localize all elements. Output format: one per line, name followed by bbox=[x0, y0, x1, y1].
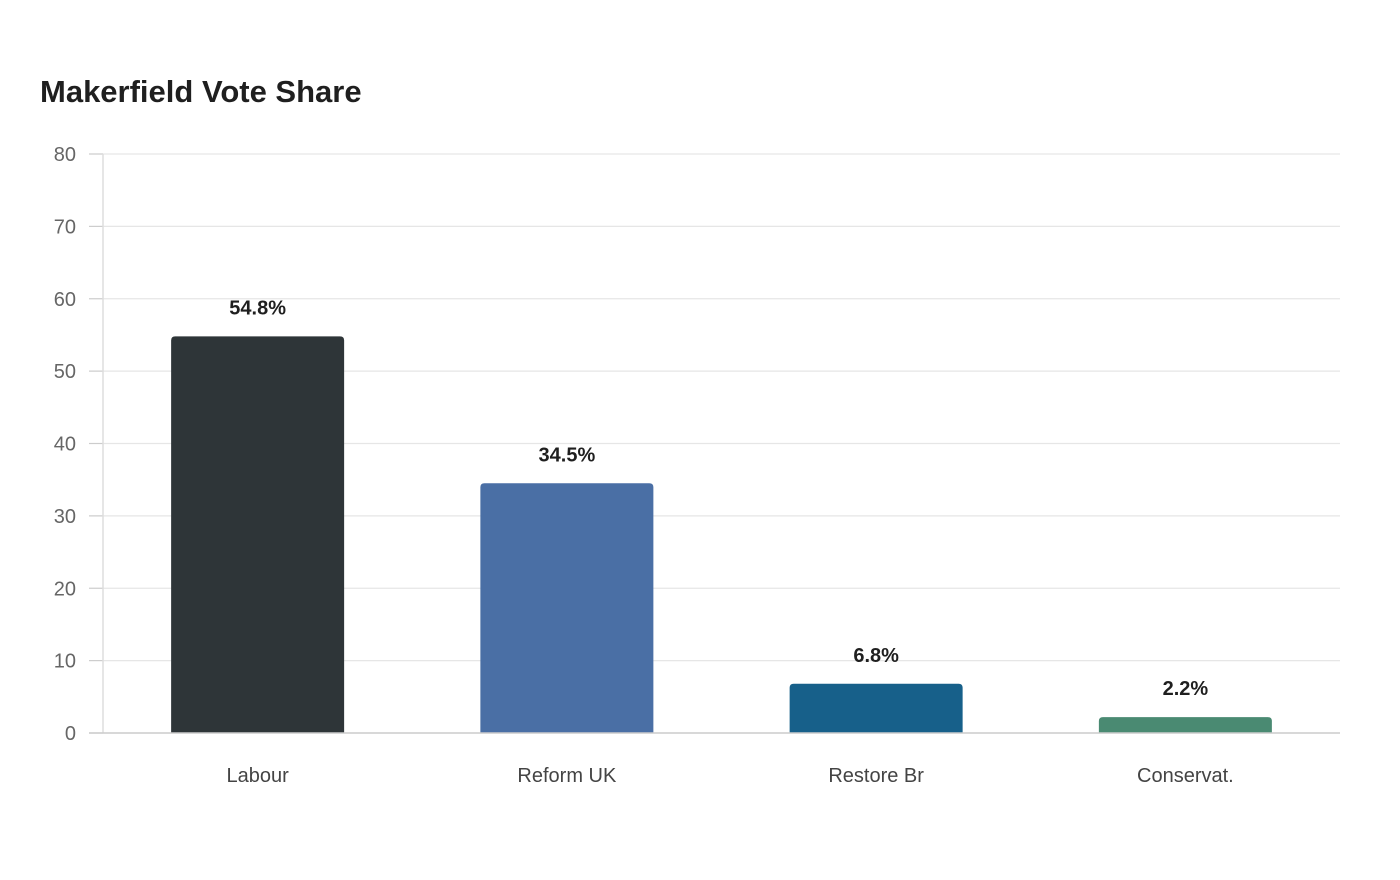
y-tick-label: 30 bbox=[54, 506, 76, 528]
y-tick-label: 40 bbox=[54, 434, 76, 456]
y-tick-label: 0 bbox=[65, 723, 76, 745]
bar-value-label: 54.8% bbox=[229, 297, 286, 319]
chart-title: Makerfield Vote Share bbox=[40, 74, 362, 109]
y-tick-label: 50 bbox=[54, 361, 76, 383]
y-tick-label: 60 bbox=[54, 289, 76, 311]
bar-conservat bbox=[1098, 717, 1272, 733]
y-tick-label: 10 bbox=[54, 651, 76, 673]
y-tick-label: 80 bbox=[54, 144, 76, 166]
y-tick-label: 20 bbox=[54, 578, 76, 600]
axes bbox=[89, 153, 1340, 734]
x-category-label: Labour bbox=[226, 765, 289, 787]
bars bbox=[171, 336, 1272, 733]
x-category-label: Conservat. bbox=[1137, 765, 1234, 787]
bar-labour bbox=[171, 336, 345, 733]
labels: 0 10 20 30 40 50 60 70 80 54.8% Labour 34.5% Reform … bbox=[54, 144, 1234, 787]
x-category-label: Restore Br bbox=[828, 765, 924, 787]
bar-reform-uk bbox=[480, 483, 654, 733]
x-category-label: Reform UK bbox=[517, 765, 617, 787]
bar-value-label: 2.2% bbox=[1163, 678, 1209, 700]
bar-value-label: 6.8% bbox=[853, 645, 899, 667]
bar-value-label: 34.5% bbox=[539, 444, 596, 466]
bar-restore-br bbox=[789, 683, 963, 733]
y-tick-label: 70 bbox=[54, 216, 76, 238]
